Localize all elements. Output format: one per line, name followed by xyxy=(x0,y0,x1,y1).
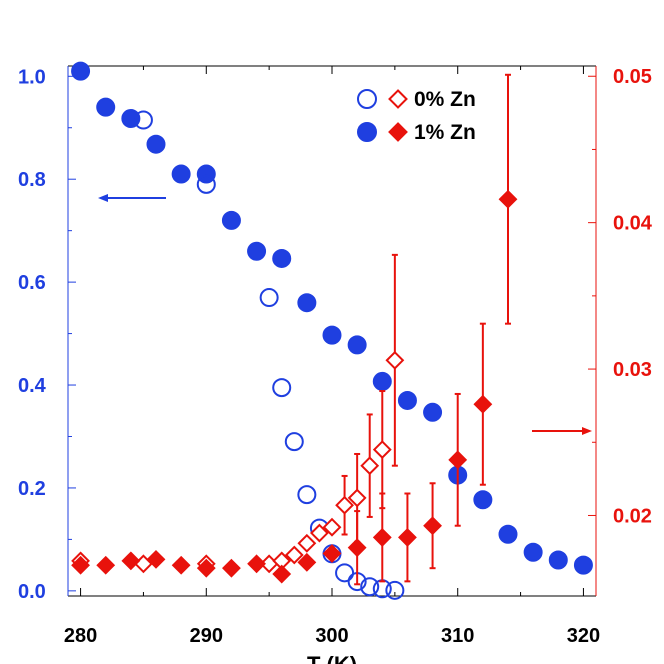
data-point-open-circle xyxy=(284,432,304,452)
data-point-filled-diamond xyxy=(498,189,518,209)
data-point-filled-diamond xyxy=(222,558,241,578)
data-point-filled-diamond xyxy=(297,552,317,572)
legend-label: 1% Zn xyxy=(414,121,476,144)
data-point-filled-diamond xyxy=(96,555,116,575)
data-point-filled-circle xyxy=(573,555,593,575)
data-point-open-circle xyxy=(335,563,355,583)
left-y-tick-label: 0.4 xyxy=(18,375,47,397)
x-tick-label: 280 xyxy=(64,625,97,647)
left-y-tick-label: 0.8 xyxy=(18,169,46,191)
data-point-filled-circle xyxy=(548,550,568,570)
data-point-filled-circle xyxy=(397,390,417,410)
left-axis-arrow-head xyxy=(98,194,108,202)
data-marks xyxy=(71,61,593,600)
legend: 0% Zn 1% Zn xyxy=(357,88,476,144)
right-y-tick-label: 0.02 xyxy=(613,505,652,527)
data-point-filled-circle xyxy=(423,402,443,422)
legend-label: 0% Zn xyxy=(414,88,476,111)
data-point-open-diamond xyxy=(385,350,405,370)
data-point-filled-circle xyxy=(372,371,392,391)
right-axis-arrow-head xyxy=(582,427,592,435)
left-y-tick-label: 0.6 xyxy=(18,272,46,294)
data-point-open-circle xyxy=(297,485,317,505)
data-point-open-diamond xyxy=(284,545,304,565)
data-point-filled-circle xyxy=(523,542,543,562)
data-point-filled-circle xyxy=(322,325,342,345)
legend-marker-diamond xyxy=(388,89,408,109)
data-point-filled-circle xyxy=(347,335,367,355)
x-tick-label: 290 xyxy=(190,625,223,647)
right-y-tick-label: 0.03 xyxy=(613,359,652,381)
data-point-open-diamond xyxy=(360,456,380,476)
data-point-filled-diamond xyxy=(322,544,342,563)
axis-arrows xyxy=(98,194,592,435)
left-y-tick-label: 0.2 xyxy=(18,478,46,500)
x-tick-label: 300 xyxy=(315,625,348,647)
data-point-filled-diamond xyxy=(423,516,442,536)
data-point-filled-diamond xyxy=(272,564,292,584)
data-point-filled-circle xyxy=(272,248,292,268)
legend-marker-diamond xyxy=(388,122,408,142)
legend-marker-circle xyxy=(357,122,377,142)
data-point-filled-circle xyxy=(297,293,317,313)
left-y-tick-label: 0.0 xyxy=(18,581,46,603)
data-point-filled-diamond xyxy=(347,538,367,558)
data-point-filled-diamond xyxy=(372,528,392,547)
data-point-filled-circle xyxy=(71,61,91,81)
data-point-filled-circle xyxy=(146,134,166,154)
x-axis-label: T (K) xyxy=(307,652,357,664)
data-point-filled-circle xyxy=(171,164,191,184)
left-y-tick-label: 1.0 xyxy=(18,66,46,88)
tick-labels: 280 290 300 310 320 0.0 0.2 0.4 0.6 0.8 1.0 0.02 0.0… xyxy=(18,66,653,647)
data-point-filled-diamond xyxy=(247,554,266,574)
data-point-filled-circle xyxy=(498,524,518,544)
data-point-open-diamond xyxy=(322,517,342,537)
data-point-filled-diamond xyxy=(398,528,417,547)
data-point-open-diamond xyxy=(372,440,392,460)
data-point-filled-diamond xyxy=(448,450,468,470)
data-point-open-diamond xyxy=(335,495,354,515)
x-tick-label: 310 xyxy=(441,625,474,647)
data-point-filled-diamond xyxy=(71,555,90,575)
data-point-open-circle xyxy=(385,580,405,600)
data-point-filled-circle xyxy=(196,164,216,184)
data-point-filled-diamond xyxy=(473,394,493,414)
right-y-tick-label: 0.04 xyxy=(613,213,653,235)
data-point-filled-diamond xyxy=(121,551,141,571)
data-point-open-diamond xyxy=(297,533,317,553)
data-point-open-circle xyxy=(196,174,216,194)
data-point-filled-circle xyxy=(473,490,493,510)
data-point-open-diamond xyxy=(347,488,367,508)
data-point-open-circle xyxy=(259,288,279,308)
data-point-filled-diamond xyxy=(146,549,166,569)
data-point-filled-circle xyxy=(96,97,116,117)
x-tick-label: 320 xyxy=(567,625,600,647)
data-point-filled-diamond xyxy=(171,555,191,575)
data-point-filled-circle xyxy=(221,210,241,230)
data-point-open-diamond xyxy=(310,523,329,543)
right-y-tick-label: 0.05 xyxy=(613,66,652,88)
data-point-open-circle xyxy=(360,577,380,597)
data-point-open-circle xyxy=(133,110,153,130)
data-point-open-circle xyxy=(272,378,292,398)
legend-marker-circle xyxy=(357,89,377,109)
data-point-filled-circle xyxy=(247,241,267,261)
data-point-filled-diamond xyxy=(196,558,216,578)
